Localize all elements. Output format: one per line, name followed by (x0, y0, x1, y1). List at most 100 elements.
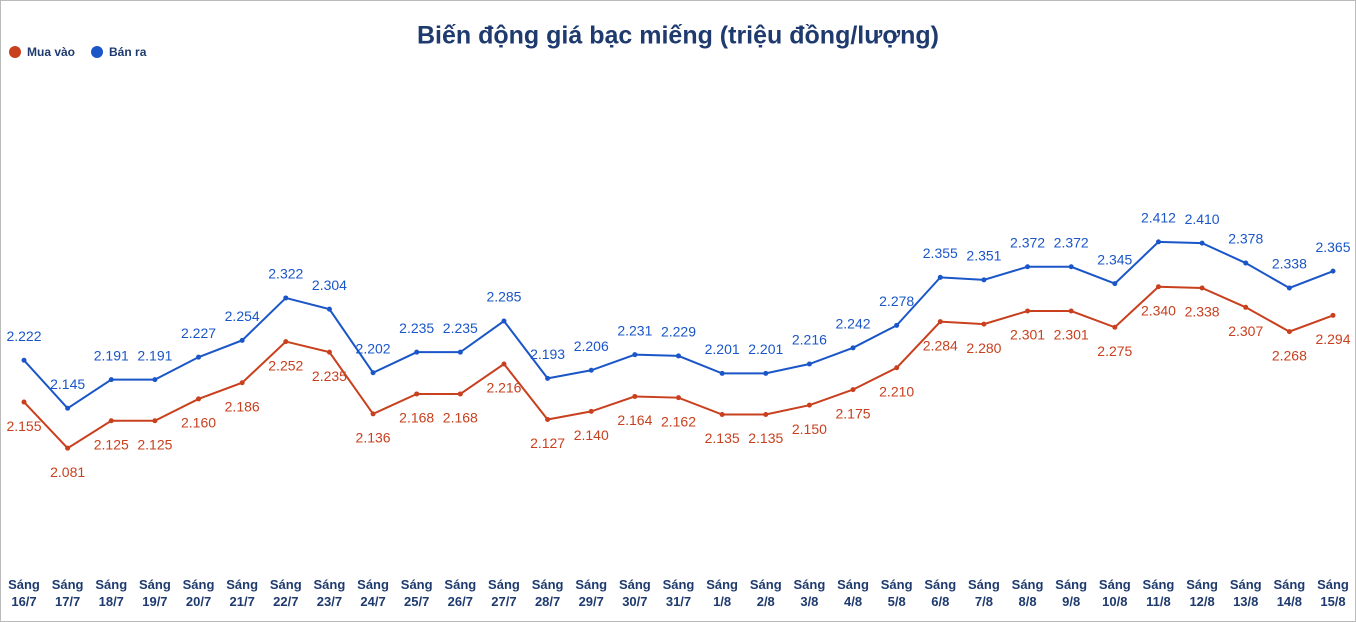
data-label: 2.301 (1010, 327, 1045, 343)
x-tick-label: Sáng 3/8 (793, 577, 826, 609)
data-point (806, 361, 812, 367)
data-label: 2.127 (530, 435, 565, 451)
data-label: 2.242 (836, 316, 871, 332)
x-tick-label: Sáng 10/8 (1098, 577, 1131, 609)
data-point (196, 354, 202, 360)
data-point (981, 277, 987, 283)
data-label: 2.338 (1185, 304, 1220, 320)
data-label: 2.322 (268, 266, 303, 282)
data-point (632, 393, 638, 399)
data-point (457, 349, 463, 355)
data-label: 2.365 (1315, 239, 1350, 255)
data-label: 2.135 (748, 430, 783, 446)
data-label: 2.210 (879, 383, 914, 399)
data-point (196, 396, 202, 402)
x-tick-label: Sáng 11/8 (1142, 577, 1175, 609)
data-label: 2.278 (879, 293, 914, 309)
data-point (1068, 308, 1074, 314)
data-label: 2.125 (94, 436, 129, 452)
data-point (239, 337, 245, 343)
x-tick-label: Sáng 4/8 (837, 577, 869, 609)
data-label: 2.162 (661, 413, 696, 429)
data-point (676, 395, 681, 401)
x-tick-label: Sáng 18/7 (95, 577, 128, 609)
data-label: 2.202 (356, 340, 391, 356)
data-point (937, 319, 943, 325)
x-tick-label: Sáng 30/7 (618, 577, 651, 609)
x-tick-label: Sáng 23/7 (313, 577, 346, 609)
data-point (1025, 264, 1031, 270)
x-tick-label: Sáng 21/7 (226, 577, 259, 609)
data-label: 2.160 (181, 415, 216, 431)
x-tick-label: Sáng 1/8 (706, 577, 739, 609)
data-point (1243, 260, 1249, 266)
x-tick-label: Sáng 2/8 (749, 577, 782, 609)
data-point (676, 353, 681, 359)
data-label: 2.340 (1141, 302, 1176, 318)
data-point (588, 408, 594, 414)
data-point (1068, 264, 1074, 270)
data-label: 2.193 (530, 346, 565, 362)
data-point (283, 295, 289, 301)
data-label: 2.081 (50, 464, 85, 480)
data-label: 2.186 (225, 398, 260, 414)
x-tick-label: Sáng 5/8 (880, 577, 913, 609)
legend-marker (9, 46, 21, 58)
x-tick-label: Sáng 28/7 (531, 577, 564, 609)
x-tick-label: Sáng 31/7 (662, 577, 695, 609)
data-label: 2.227 (181, 325, 216, 341)
data-label: 2.168 (443, 410, 478, 426)
legend-label: Bán ra (109, 45, 147, 59)
data-label: 2.294 (1315, 331, 1350, 347)
x-tick-label: Sáng 19/7 (138, 577, 171, 609)
data-point (1025, 308, 1031, 314)
data-point (65, 445, 71, 451)
data-point (501, 318, 507, 324)
data-label: 2.412 (1141, 210, 1176, 226)
x-tick-label: Sáng 22/7 (269, 577, 302, 609)
data-label: 2.201 (705, 341, 740, 357)
x-tick-label: Sáng 9/8 (1055, 577, 1088, 609)
data-label: 2.275 (1097, 343, 1132, 359)
x-tick-label: Sáng 27/7 (488, 577, 520, 609)
data-label: 2.135 (705, 430, 740, 446)
data-label: 2.229 (661, 324, 696, 340)
data-point (152, 418, 158, 424)
data-label: 2.351 (966, 248, 1001, 264)
data-label: 2.140 (574, 427, 609, 443)
data-point (850, 387, 856, 393)
data-label: 2.216 (486, 380, 521, 396)
data-label: 2.145 (50, 376, 85, 392)
data-label: 2.280 (966, 340, 1001, 356)
data-point (545, 417, 551, 423)
data-point (370, 411, 376, 417)
data-label: 2.191 (94, 347, 129, 363)
data-label: 2.216 (792, 332, 827, 348)
data-point (763, 412, 769, 418)
data-label: 2.372 (1010, 234, 1045, 250)
x-tick-label: Sáng 24/7 (357, 577, 389, 609)
legend-marker (91, 46, 104, 58)
data-point (1155, 239, 1161, 245)
data-label: 2.307 (1228, 323, 1263, 339)
data-point (239, 380, 245, 386)
data-point (1286, 329, 1292, 335)
x-tick-label: Sáng 14/8 (1273, 577, 1306, 609)
data-point (588, 367, 594, 373)
data-label: 2.304 (312, 277, 347, 293)
data-point (326, 349, 332, 355)
data-point (1286, 285, 1292, 291)
x-tick-label: Sáng 16/7 (8, 577, 40, 609)
data-point (1243, 304, 1249, 310)
data-label: 2.155 (6, 418, 41, 434)
data-label: 2.252 (268, 357, 303, 373)
legend-label: Mua vào (27, 45, 75, 59)
data-label: 2.191 (137, 347, 172, 363)
data-point (21, 399, 27, 405)
data-point (763, 370, 769, 376)
x-tick-label: Sáng 26/7 (444, 577, 477, 609)
data-label: 2.136 (356, 430, 391, 446)
data-point (1199, 285, 1205, 291)
